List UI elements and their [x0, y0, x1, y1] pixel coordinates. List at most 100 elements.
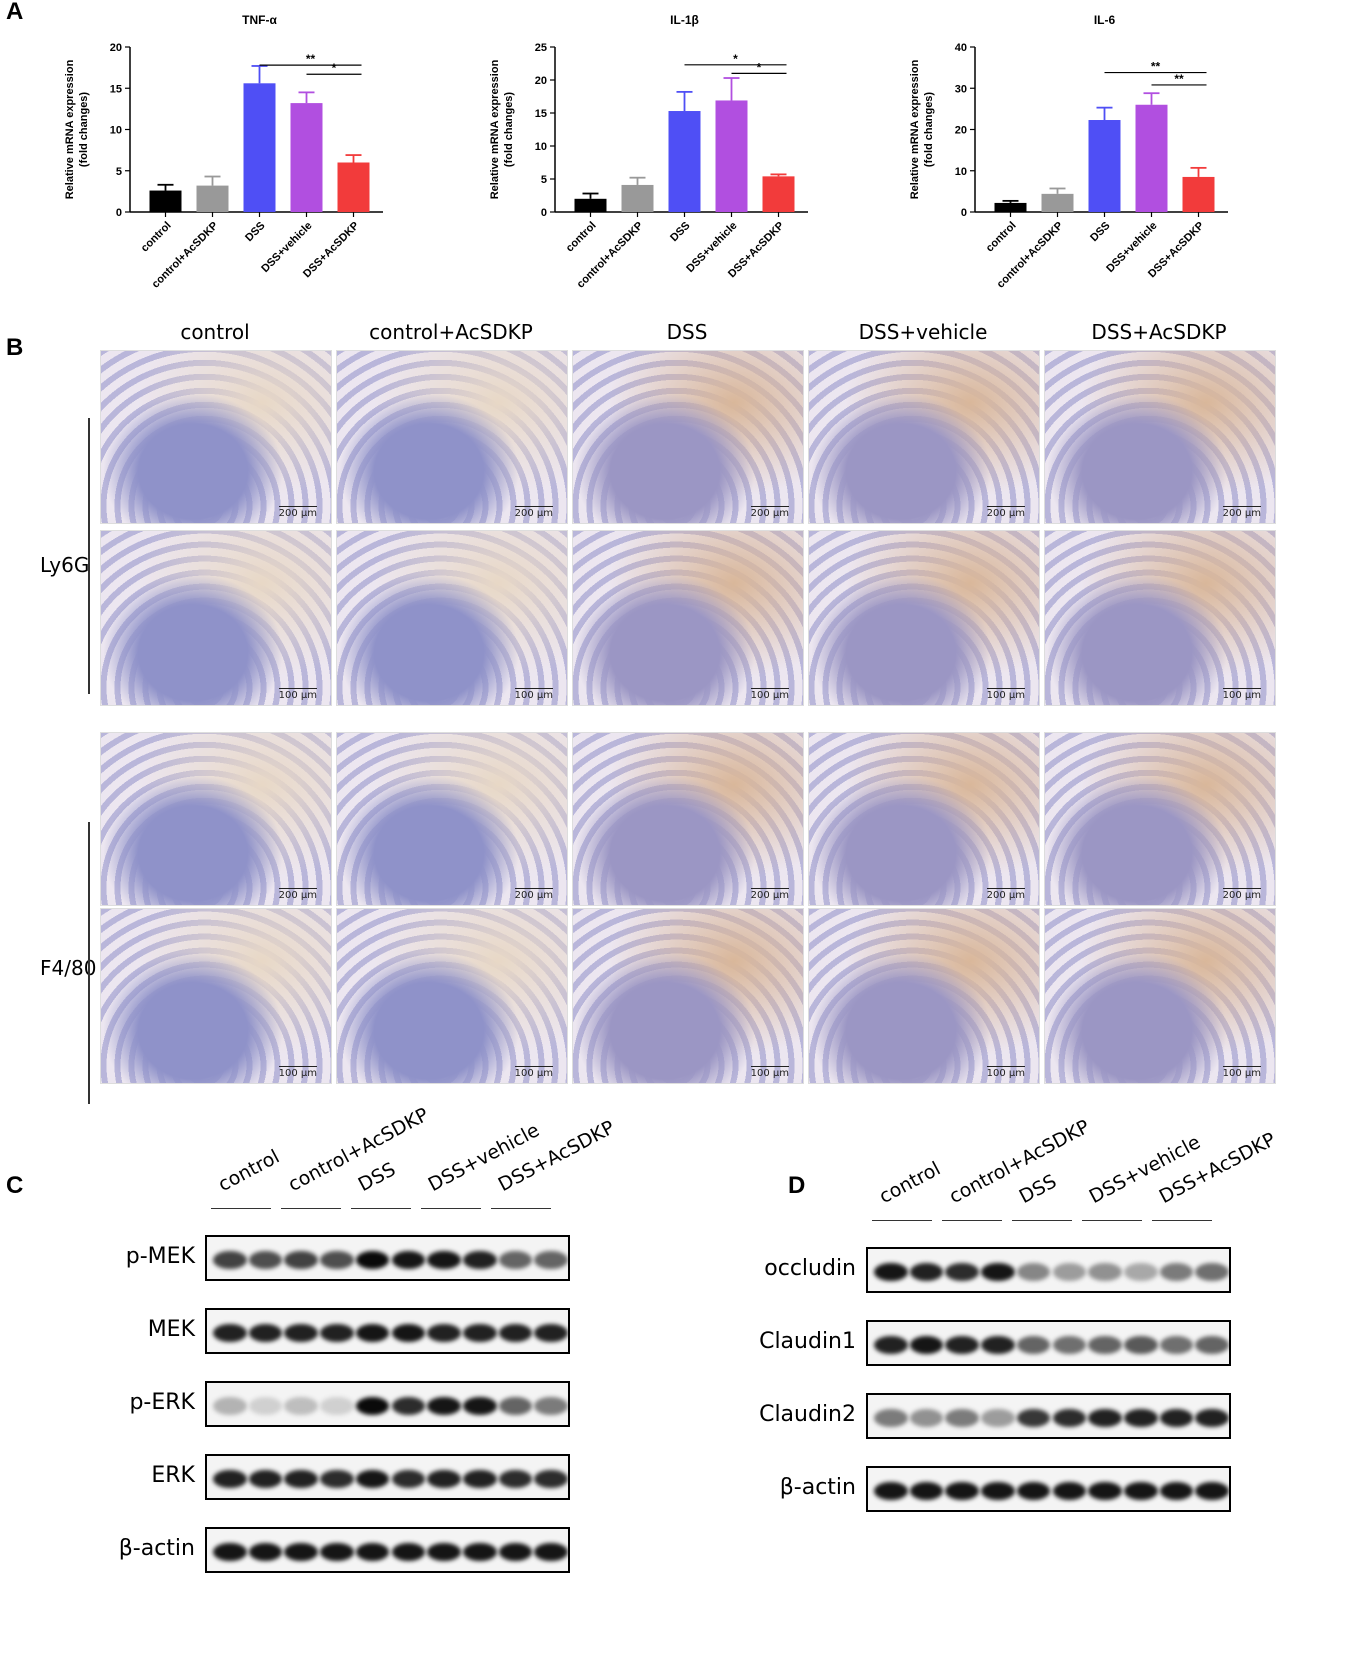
blot-band [1016, 1336, 1051, 1354]
blot-strip [866, 1393, 1231, 1439]
blot-band [1052, 1409, 1087, 1427]
histology-column-header: control [180, 320, 250, 344]
blot-band [284, 1543, 319, 1561]
chart-il-6: IL-6 Relative mRNA expression (fold change… [909, 13, 1228, 291]
y-tick-label: 15 [535, 108, 547, 120]
blot-band [1159, 1482, 1194, 1500]
blot-band [1195, 1336, 1229, 1354]
histology-image: 100 μm [572, 530, 804, 706]
blot-strip [205, 1454, 570, 1500]
blot-label: occludin [764, 1256, 856, 1281]
chart-title: IL-6 [1094, 13, 1116, 27]
bar [337, 162, 370, 212]
category-label: DSS [1088, 220, 1112, 244]
blot-band [1123, 1336, 1158, 1354]
lane-group-underline [1082, 1220, 1142, 1221]
y-tick-label: 0 [541, 207, 547, 219]
histology-image: 100 μm [572, 908, 804, 1084]
blot-band [320, 1543, 354, 1561]
lane-group-underline [281, 1208, 341, 1209]
blot-label: β-actin [779, 1475, 856, 1500]
significance-label: ** [306, 52, 316, 66]
bar [574, 198, 607, 212]
y-tick-label: 20 [955, 125, 967, 137]
bar [668, 111, 701, 212]
panel-label-b: B [6, 334, 24, 361]
scale-bar-label: 200 μm [1222, 506, 1261, 519]
histology-image: 200 μm [572, 732, 804, 906]
blot-band [1123, 1263, 1158, 1281]
blot-band [248, 1324, 283, 1342]
blot-band [462, 1543, 497, 1561]
ly6g-bracket [88, 418, 90, 694]
blot-band [355, 1397, 390, 1415]
scale-bar-label: 100 μm [514, 1066, 553, 1079]
y-axis-label: Relative mRNA expression (fold changes) [489, 59, 515, 199]
blot-band [1052, 1263, 1087, 1281]
category-label: control [139, 220, 174, 255]
blot-band [462, 1324, 497, 1342]
y-tick-label: 15 [110, 83, 122, 95]
lane-group-underline [872, 1220, 932, 1221]
blot-band [248, 1470, 283, 1488]
blot-band [1088, 1336, 1122, 1354]
blot-band [981, 1336, 1015, 1354]
bar [243, 83, 276, 212]
blot-band [498, 1251, 533, 1269]
histology-image: 100 μm [100, 908, 332, 1084]
chart-il-1beta: IL-1β Relative mRNA expression (fold chang… [489, 13, 808, 291]
blot-band [284, 1470, 319, 1488]
bar [1041, 193, 1074, 212]
blot-band [945, 1336, 980, 1354]
blot-band [213, 1251, 247, 1269]
blot-band [1016, 1409, 1051, 1427]
lane-label: control [875, 1157, 945, 1208]
significance-label: * [757, 60, 762, 74]
blot-band [1088, 1409, 1122, 1427]
blot-band [427, 1324, 461, 1342]
chart-title: TNF-α [242, 13, 277, 27]
bar [762, 176, 795, 212]
panel-label-a: A [6, 0, 24, 25]
blot-band [1016, 1482, 1051, 1500]
blot-band [945, 1409, 980, 1427]
significance-label: ** [1174, 72, 1184, 86]
y-tick-label: 20 [535, 75, 547, 87]
panel-label-c: C [6, 1172, 24, 1199]
blot-band [874, 1336, 908, 1354]
bar [1182, 176, 1215, 212]
blot-band [462, 1251, 497, 1269]
blot-band [213, 1324, 247, 1342]
significance-label: ** [1151, 60, 1161, 74]
histology-image: 200 μm [808, 350, 1040, 524]
scale-bar-label: 100 μm [514, 688, 553, 701]
blot-label: MEK [147, 1317, 195, 1342]
blot-band [391, 1397, 426, 1415]
histology-column-header: control+AcSDKP [369, 320, 533, 344]
blot-label: β-actin [118, 1536, 195, 1561]
blot-band [462, 1470, 497, 1488]
histology-column-header: DSS+AcSDKP [1091, 320, 1227, 344]
lane-group-underline [351, 1208, 411, 1209]
y-tick-label: 25 [535, 42, 547, 54]
bar [1088, 120, 1121, 212]
bar [994, 202, 1027, 212]
y-tick-label: 10 [955, 166, 967, 178]
lane-label: control [214, 1145, 284, 1196]
histology-image: 200 μm [808, 732, 1040, 906]
blot-band [248, 1397, 283, 1415]
blot-band [355, 1470, 390, 1488]
blot-band [534, 1470, 568, 1488]
y-tick-label: 10 [535, 141, 547, 153]
lane-group-underline [491, 1208, 551, 1209]
blot-strip [205, 1235, 570, 1281]
blot-band [874, 1409, 908, 1427]
blot-label: Claudin1 [759, 1329, 856, 1354]
blot-label: Claudin2 [759, 1402, 856, 1427]
blot-band [213, 1397, 247, 1415]
scale-bar-label: 100 μm [278, 688, 317, 701]
bar [196, 185, 229, 212]
blot-label: ERK [151, 1463, 195, 1488]
scale-bar-label: 200 μm [750, 506, 789, 519]
blot-band [391, 1543, 426, 1561]
